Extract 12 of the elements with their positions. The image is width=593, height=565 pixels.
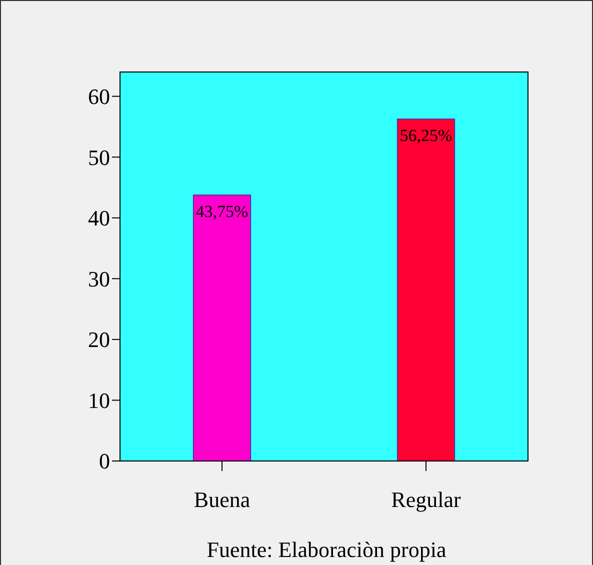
y-tick-label: 50 — [88, 144, 110, 170]
source-note: Fuente: Elaboraciòn propia — [206, 537, 446, 562]
data-label: 56,25% — [400, 126, 452, 146]
x-tick-label: Regular — [391, 487, 462, 512]
y-tick-label: 0 — [99, 448, 110, 474]
y-tick-label: 60 — [88, 84, 110, 110]
x-tick-label: Buena — [194, 487, 250, 512]
y-tick-label: 40 — [88, 206, 110, 231]
y-tick-label: 30 — [88, 266, 110, 292]
y-tick-label: 10 — [88, 388, 110, 413]
data-label: 43,75% — [196, 202, 248, 222]
y-tick-label: 20 — [88, 327, 110, 352]
